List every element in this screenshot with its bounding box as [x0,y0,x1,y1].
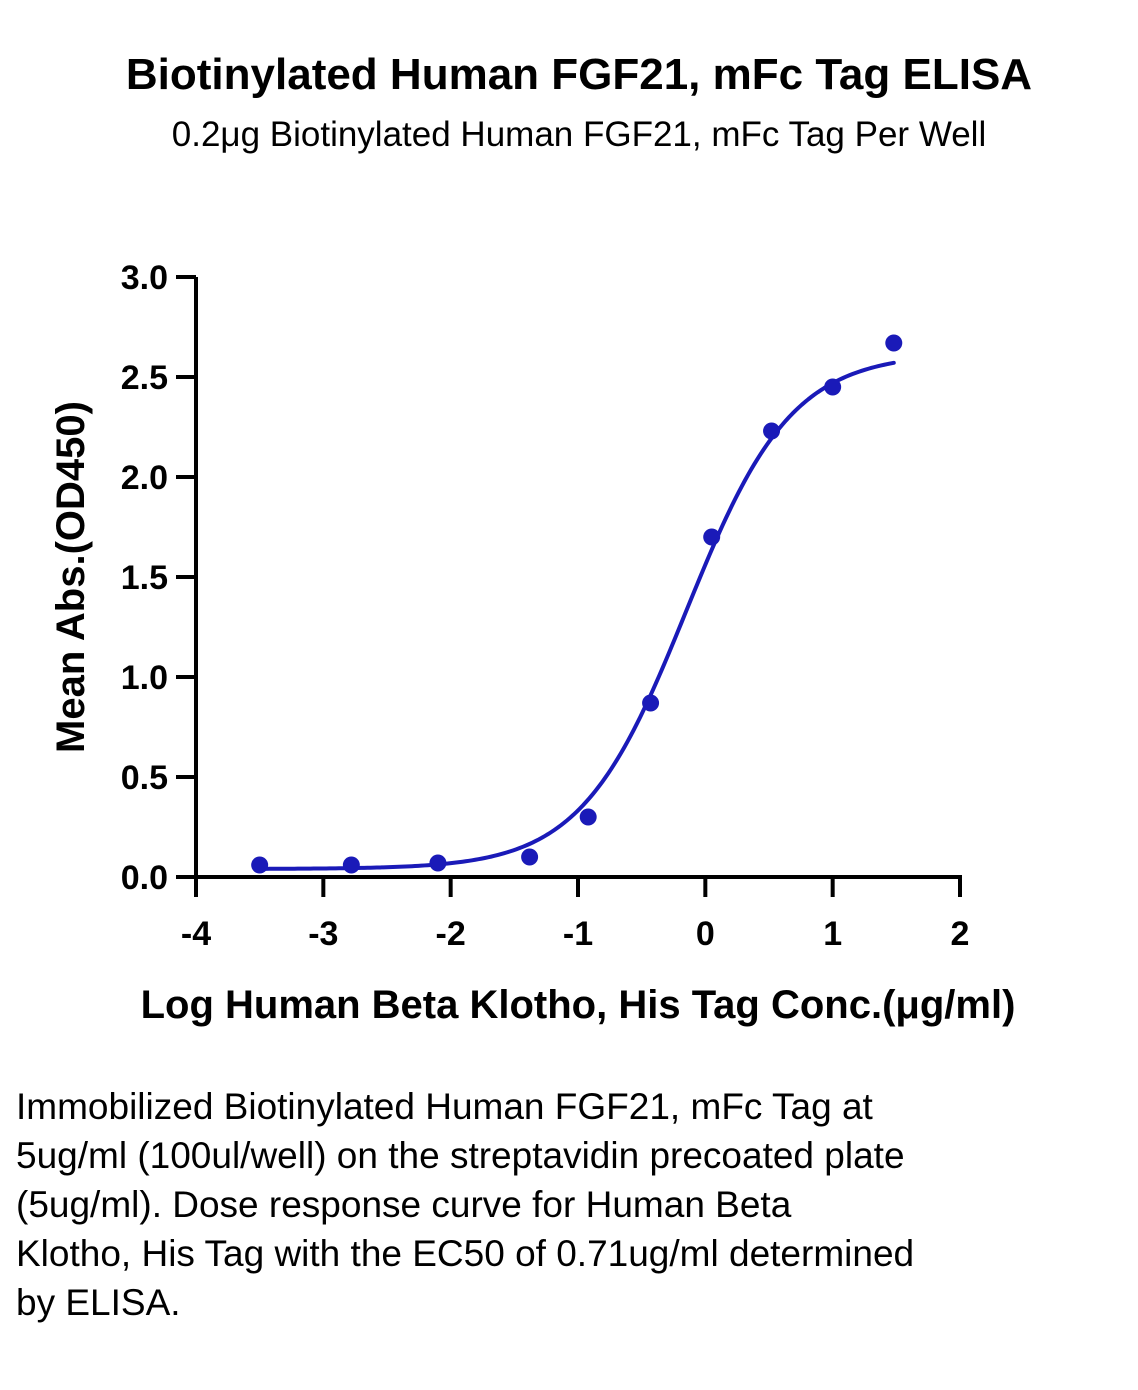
data-point [763,422,781,440]
y-tick-label: 3.0 [121,259,168,297]
data-point [642,694,660,712]
data-point [703,528,721,546]
x-tick-label: 1 [823,915,842,953]
x-tick-label: -3 [308,915,338,953]
figure-caption: Immobilized Biotinylated Human FGF21, mF… [16,1086,915,1323]
y-tick-label: 2.0 [121,459,168,497]
x-tick-label: -4 [181,915,211,953]
chart-subtitle: 0.2μg Biotinylated Human FGF21, mFc Tag … [171,115,987,154]
y-tick-label: 2.5 [121,359,168,397]
data-point [251,856,269,874]
x-tick-label: 0 [696,915,715,953]
x-tick-label: -2 [436,915,466,953]
data-point [579,808,597,826]
fit-curve [257,360,896,871]
plot-area [251,334,903,874]
data-point [429,854,447,872]
x-tick-label: -1 [563,915,593,953]
y-axis: 0.0 0.5 1.0 1.5 2.0 2.5 3.0 [121,259,198,897]
y-tick-label: 1.0 [121,659,168,697]
x-tick-label: 2 [951,915,970,953]
y-tick-label: 1.5 [121,559,168,597]
x-axis-title: Log Human Beta Klotho, His Tag Conc.(μg/… [141,983,1016,1027]
data-point [521,848,539,866]
x-axis: -4 -3 -2 -1 0 1 2 [181,875,970,953]
data-point [342,856,360,874]
y-axis-title: Mean Abs.(OD450) [49,401,93,753]
data-point [824,378,842,396]
y-tick-label: 0.5 [121,759,168,797]
data-point [885,334,903,352]
chart: 0.0 0.5 1.0 1.5 2.0 2.5 3.0 -4 -3 -2 -1 0 1 2 Log Hu… [49,259,1016,1027]
y-tick-label: 0.0 [121,859,168,897]
chart-title: Biotinylated Human FGF21, mFc Tag ELISA [125,50,1033,99]
